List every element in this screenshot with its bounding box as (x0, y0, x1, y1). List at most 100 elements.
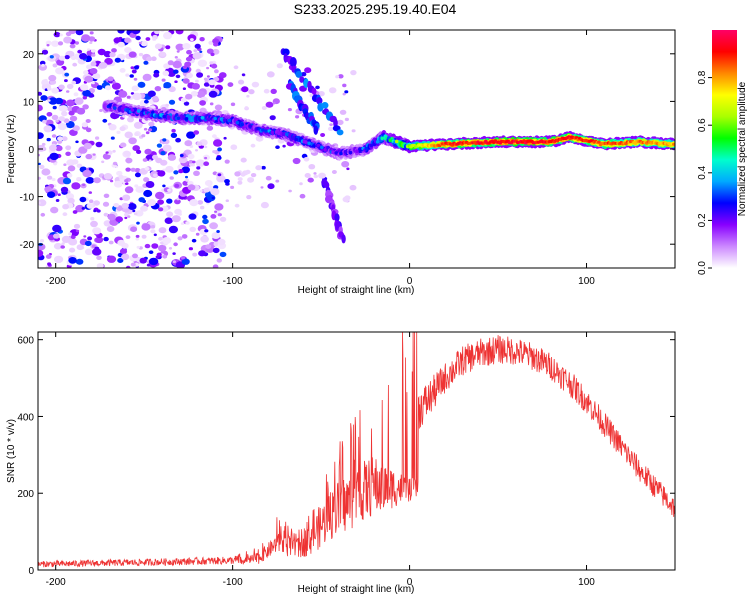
spectral-speckle (84, 248, 94, 256)
spectral-speckle (230, 185, 235, 189)
spectral-speckle (105, 85, 112, 91)
spectral-speckle (247, 177, 255, 183)
spectral-speckle (51, 40, 60, 47)
spectral-speckle (153, 233, 157, 237)
spectral-speckle (145, 131, 150, 135)
spectral-speckle (68, 257, 77, 264)
spectral-speckle (93, 177, 101, 184)
spectral-speckle (96, 255, 102, 260)
spectral-speckle (97, 48, 106, 56)
spectral-speckle (136, 221, 140, 225)
spectral-speckle (84, 75, 94, 83)
spectral-speckle (111, 48, 117, 53)
spectral-speckle (69, 247, 76, 253)
spectral-speckle (186, 72, 194, 79)
spectral-speckle (143, 189, 153, 198)
spectral-speckle (260, 186, 264, 189)
spectral-speckle (147, 90, 156, 98)
spectral-speckle (191, 238, 197, 243)
spectral-speckle (124, 47, 132, 53)
spectral-speckle (212, 134, 217, 139)
spectral-speckle (76, 177, 82, 182)
spectral-speckle (238, 79, 245, 85)
spectral-speckle (130, 92, 135, 95)
spectral-speckle (181, 258, 190, 265)
spectral-speckle (92, 248, 102, 256)
spectral-speckle (187, 184, 196, 191)
spectral-speckle (58, 84, 65, 90)
spectral-speckle (203, 161, 210, 166)
spectral-ridge-blob (176, 116, 181, 120)
spectral-speckle (53, 162, 58, 166)
spectral-speckle (350, 70, 357, 76)
spectral-speckle (114, 57, 121, 63)
spectral-speckle (144, 243, 151, 249)
spectral-ridge-blob (331, 150, 335, 154)
spectral-speckle (42, 119, 47, 124)
spectral-speckle (172, 60, 182, 69)
spectral-speckle (66, 90, 70, 93)
spectral-speckle (165, 103, 170, 107)
spectral-speckle (112, 80, 116, 84)
spectral-speckle (79, 53, 88, 60)
spectral-ridge-blob (227, 118, 232, 123)
spectral-branch-blob (341, 234, 346, 244)
spectral-speckle (116, 170, 123, 176)
spectral-speckle (117, 41, 125, 48)
spectral-speckle (204, 145, 208, 149)
spectral-speckle (51, 134, 57, 138)
spectral-speckle (200, 205, 205, 210)
spectral-speckle (202, 218, 209, 225)
spectral-speckle (147, 128, 153, 132)
y-tick-label: 200 (17, 489, 34, 500)
spectral-speckle (189, 162, 194, 167)
spectral-speckle (125, 157, 133, 164)
spectral-speckle (151, 243, 159, 249)
spectral-ridge-blob (154, 114, 158, 118)
colorbar-tick-label: 0.6 (697, 118, 708, 132)
spectral-speckle (204, 156, 208, 160)
spectral-speckle (130, 66, 135, 70)
spectral-speckle (197, 59, 208, 67)
spectral-speckle (75, 140, 79, 144)
spectral-speckle (212, 264, 219, 268)
spectral-speckle (209, 222, 219, 230)
spectral-speckle (133, 65, 140, 70)
spectral-speckle (115, 165, 119, 168)
spectral-speckle (68, 30, 77, 35)
spectral-speckle (168, 247, 173, 250)
spectral-speckle (66, 83, 74, 89)
spectral-speckle (99, 109, 103, 112)
spectral-speckle (135, 234, 140, 238)
spectral-speckle (88, 191, 93, 194)
spectral-speckle (81, 34, 91, 42)
spectral-ridge-blob (130, 108, 135, 112)
spectral-speckle (211, 63, 218, 69)
spectral-speckle (92, 227, 102, 235)
spectral-speckle (261, 106, 267, 110)
spectral-speckle (219, 72, 227, 79)
spectral-speckle (45, 254, 52, 259)
spectral-speckle (171, 215, 181, 223)
spectral-speckle (209, 102, 214, 106)
spectral-speckle (188, 247, 193, 251)
spectral-speckle (141, 134, 146, 138)
spectral-ridge-blob (597, 140, 601, 144)
spectral-speckle (181, 256, 185, 260)
spectral-speckle (89, 199, 94, 203)
spectral-speckle (60, 186, 69, 193)
spectral-ridge-blob (369, 143, 374, 148)
spectral-speckle (163, 82, 172, 89)
spectral-ridge-blob (334, 151, 339, 155)
spectral-speckle (250, 143, 256, 148)
spectral-speckle (167, 60, 174, 66)
spectral-speckle (216, 175, 226, 183)
spectral-speckle (151, 56, 157, 61)
spectral-speckle (142, 73, 152, 81)
spectral-speckle (63, 163, 67, 166)
spectral-speckle (349, 184, 357, 191)
spectral-speckle (47, 191, 56, 198)
spectral-speckle (207, 194, 216, 202)
spectral-speckle (85, 177, 95, 184)
spectral-speckle (185, 221, 190, 225)
